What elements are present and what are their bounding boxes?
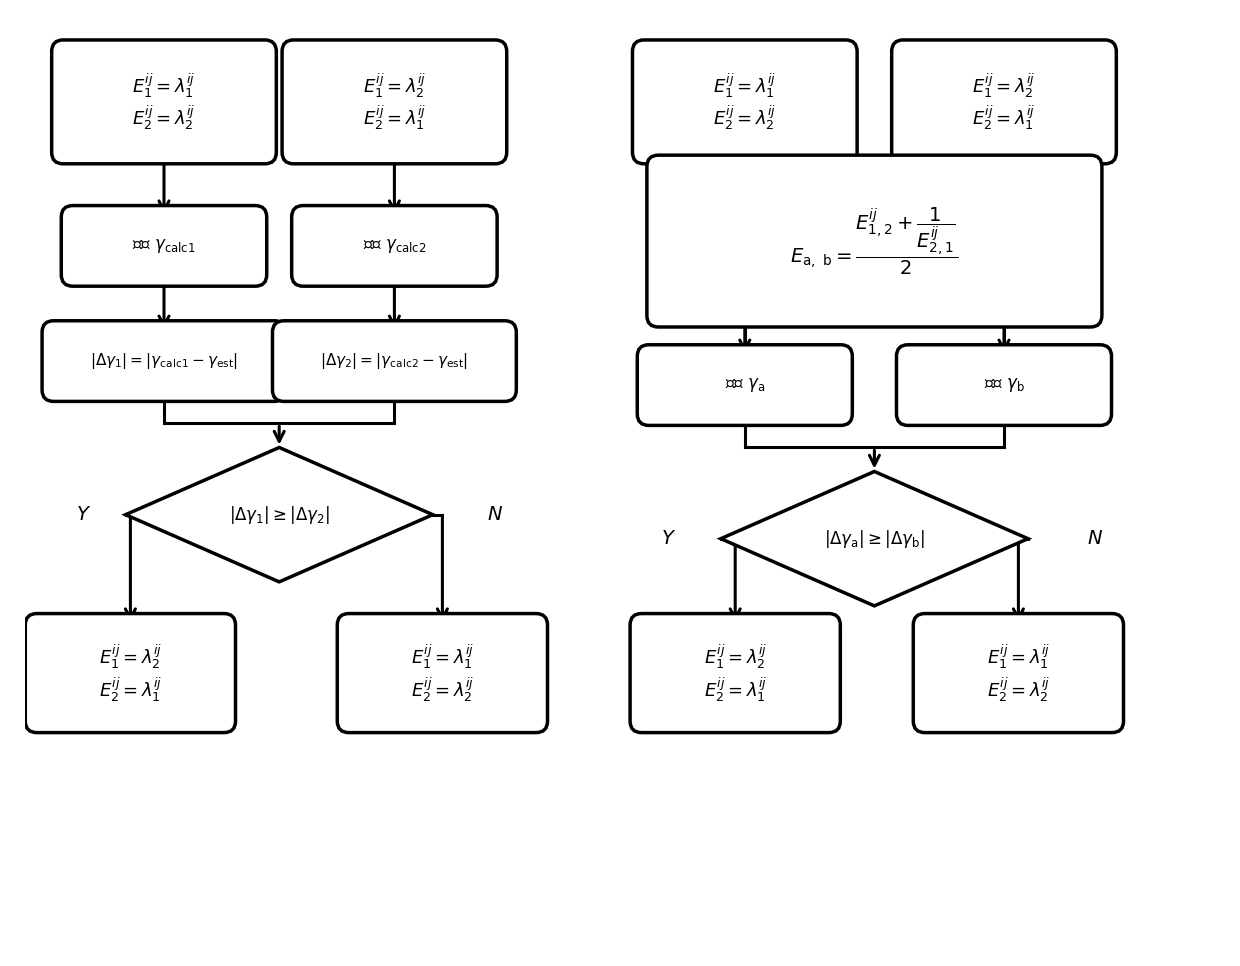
Text: 计算 $\gamma_{\rm b}$: 计算 $\gamma_{\rm b}$ [983,376,1024,394]
Text: $|\Delta\gamma_1|$$=$$|\gamma_{\rm calc1}-\gamma_{\rm est}|$: $|\Delta\gamma_1|$$=$$|\gamma_{\rm calc1… [91,351,238,371]
FancyBboxPatch shape [25,613,236,732]
Text: $E_1^{ij}=\lambda_2^{ij}$
$E_2^{ij}=\lambda_1^{ij}$: $E_1^{ij}=\lambda_2^{ij}$ $E_2^{ij}=\lam… [99,642,162,703]
Text: $E_1^{ij}=\lambda_2^{ij}$
$E_2^{ij}=\lambda_1^{ij}$: $E_1^{ij}=\lambda_2^{ij}$ $E_2^{ij}=\lam… [363,71,427,132]
Text: Y: Y [77,505,88,525]
Text: N: N [1087,529,1102,548]
FancyBboxPatch shape [291,206,497,286]
Text: $E_1^{ij}=\lambda_2^{ij}$
$E_2^{ij}=\lambda_1^{ij}$: $E_1^{ij}=\lambda_2^{ij}$ $E_2^{ij}=\lam… [703,642,766,703]
Text: $E_{\rm a,\ b}=\dfrac{E_{1,2}^{ij}+\dfrac{1}{E_{2,1}^{ij}}}{2}$: $E_{\rm a,\ b}=\dfrac{E_{1,2}^{ij}+\dfra… [790,206,959,276]
Text: 计算 $\gamma_{\rm a}$: 计算 $\gamma_{\rm a}$ [724,376,765,394]
Text: 计算 $\gamma_{\rm calc2}$: 计算 $\gamma_{\rm calc2}$ [362,237,427,255]
FancyBboxPatch shape [281,40,507,164]
Polygon shape [720,471,1028,606]
Text: $E_1^{ij}=\lambda_2^{ij}$
$E_2^{ij}=\lambda_1^{ij}$: $E_1^{ij}=\lambda_2^{ij}$ $E_2^{ij}=\lam… [972,71,1035,132]
Text: $E_1^{ij}=\lambda_1^{ij}$
$E_2^{ij}=\lambda_2^{ij}$: $E_1^{ij}=\lambda_1^{ij}$ $E_2^{ij}=\lam… [410,642,474,703]
Polygon shape [125,447,433,582]
FancyBboxPatch shape [914,613,1123,732]
Text: N: N [487,505,502,525]
FancyBboxPatch shape [897,345,1111,425]
FancyBboxPatch shape [52,40,277,164]
Text: $E_1^{ij}=\lambda_1^{ij}$
$E_2^{ij}=\lambda_2^{ij}$: $E_1^{ij}=\lambda_1^{ij}$ $E_2^{ij}=\lam… [713,71,776,132]
FancyBboxPatch shape [337,613,548,732]
Text: 计算 $\gamma_{\rm calc1}$: 计算 $\gamma_{\rm calc1}$ [133,237,196,255]
Text: $|\Delta\gamma_{\rm a}|\geq|\Delta\gamma_{\rm b}|$: $|\Delta\gamma_{\rm a}|\geq|\Delta\gamma… [825,527,925,550]
Text: $|\Delta\gamma_2|$$=$$|\gamma_{\rm calc2}-\gamma_{\rm est}|$: $|\Delta\gamma_2|$$=$$|\gamma_{\rm calc2… [320,351,469,371]
FancyBboxPatch shape [632,40,857,164]
Text: $E_1^{ij}=\lambda_1^{ij}$
$E_2^{ij}=\lambda_2^{ij}$: $E_1^{ij}=\lambda_1^{ij}$ $E_2^{ij}=\lam… [133,71,196,132]
FancyBboxPatch shape [647,156,1102,327]
FancyBboxPatch shape [61,206,267,286]
FancyBboxPatch shape [892,40,1116,164]
FancyBboxPatch shape [42,321,286,402]
FancyBboxPatch shape [273,321,516,402]
Text: Y: Y [662,529,673,548]
FancyBboxPatch shape [637,345,852,425]
Text: $E_1^{ij}=\lambda_1^{ij}$
$E_2^{ij}=\lambda_2^{ij}$: $E_1^{ij}=\lambda_1^{ij}$ $E_2^{ij}=\lam… [987,642,1050,703]
FancyBboxPatch shape [630,613,841,732]
Text: $|\Delta\gamma_1|\geq|\Delta\gamma_2|$: $|\Delta\gamma_1|\geq|\Delta\gamma_2|$ [228,503,330,526]
